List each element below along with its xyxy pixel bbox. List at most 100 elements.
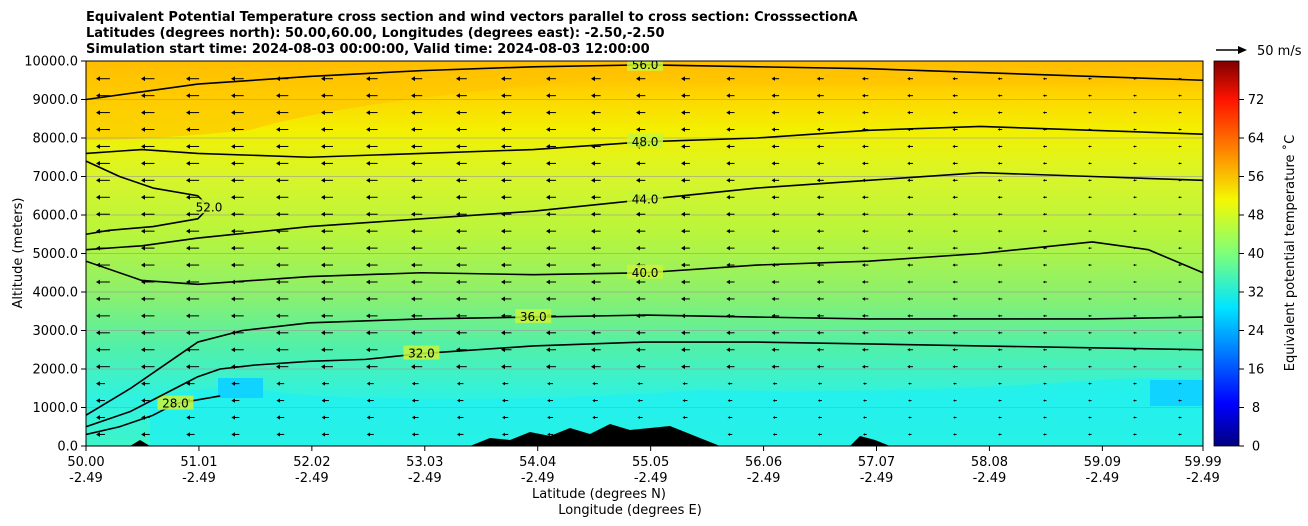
wind-vector-head — [1042, 297, 1045, 301]
wind-vector-head — [141, 194, 145, 200]
wind-vector-head — [1178, 145, 1180, 148]
wind-vector-head — [1133, 230, 1135, 233]
plot-area: 28.0 32.0 36.0 40.0 44.0 48.0 52.0 56.0 — [86, 61, 1203, 446]
wind-vector-head — [726, 228, 730, 234]
wind-vector-head — [231, 347, 235, 353]
wind-vector-head — [1178, 246, 1180, 250]
wind-vector-head — [907, 178, 910, 183]
y-tick-label: 4000.0 — [33, 286, 79, 301]
wind-vector-head — [591, 330, 595, 336]
wind-vector-head — [817, 433, 820, 436]
wind-vector-head — [682, 382, 685, 386]
wind-vector-head — [366, 245, 370, 251]
x-tick-latitude: 51.01 — [180, 455, 217, 470]
x-tick-latitude: 53.03 — [406, 455, 443, 470]
chart-title-line-1: Equivalent Potential Temperature cross s… — [86, 10, 858, 25]
wind-vector-head — [411, 144, 415, 149]
wind-vector-head — [861, 76, 865, 81]
wind-vector-head — [953, 433, 955, 436]
wind-vector-head — [681, 245, 685, 251]
wind-vector-head — [771, 76, 775, 81]
wind-vector-head — [141, 161, 145, 166]
wind-vector-head — [816, 330, 820, 335]
quiver-key-label: 50 m/s — [1257, 44, 1302, 59]
wind-vector-head — [998, 416, 1000, 419]
wind-vector-head — [997, 365, 1000, 369]
wind-vector-head — [1088, 94, 1090, 97]
wind-vector-head — [1133, 179, 1135, 182]
wind-vector-head — [952, 127, 955, 132]
colorbar-label: Equivalent potential temperature ˚C — [1282, 135, 1298, 371]
wind-vector-head — [727, 382, 730, 386]
wind-vector-head — [681, 76, 685, 82]
wind-vector-head — [321, 364, 325, 370]
wind-vector-head — [321, 415, 325, 420]
wind-vector-head — [1178, 128, 1180, 131]
wind-vector-head — [186, 296, 190, 302]
wind-vector-head — [861, 110, 865, 115]
wind-vector-head — [1042, 162, 1045, 165]
x-tick-longitude: -2.49 — [408, 471, 442, 486]
wind-vector-head — [321, 398, 325, 403]
wind-vector-head — [637, 415, 640, 420]
x-tick-latitude: 59.09 — [1084, 455, 1121, 470]
wind-vector-head — [276, 381, 280, 386]
wind-vector-head — [1133, 365, 1135, 368]
wind-vector-head — [411, 245, 415, 251]
x-tick-latitude: 56.06 — [745, 455, 782, 470]
wind-vector-head — [816, 313, 820, 318]
y-tick-label: 2000.0 — [33, 363, 79, 378]
wind-vector-head — [366, 415, 370, 420]
wind-vector-head — [1133, 314, 1135, 318]
y-tick-label: 7000.0 — [33, 170, 79, 185]
wind-vector-head — [997, 77, 1000, 81]
wind-vector-head — [141, 245, 145, 251]
contour-label: 28.0 — [162, 397, 189, 411]
wind-vector-head — [1042, 280, 1045, 284]
wind-vector-head — [186, 228, 190, 234]
wind-vector-head — [681, 228, 685, 234]
x-tick-latitude: 50.00 — [67, 455, 104, 470]
wind-vector-head — [591, 110, 595, 115]
wind-vector-head — [1043, 416, 1045, 419]
x-tick-longitude: -2.49 — [521, 471, 555, 486]
wind-vector-head — [908, 382, 910, 385]
wind-vector-head — [186, 262, 190, 268]
wind-vector-head — [1088, 297, 1090, 301]
wind-vector-head — [908, 433, 910, 436]
wind-vector-head — [1042, 212, 1045, 216]
wind-vector-head — [862, 382, 865, 385]
wind-vector-head — [1088, 179, 1090, 182]
wind-vector-head — [1178, 331, 1180, 334]
wind-vector-head — [231, 194, 235, 200]
wind-vector-head — [141, 296, 145, 302]
wind-vector-head — [681, 364, 685, 370]
wind-vector-head — [591, 161, 595, 166]
wind-vector-head — [366, 262, 370, 268]
wind-vector-head — [186, 194, 190, 200]
chart-title-line-3: Simulation start time: 2024-08-03 00:00:… — [86, 42, 650, 57]
wind-vector-head — [592, 415, 595, 420]
wind-vector-head — [816, 347, 820, 352]
wind-vector-head — [186, 110, 190, 115]
wind-vector-head — [771, 212, 775, 217]
wind-vector-head — [411, 381, 415, 386]
wind-vector-head — [771, 296, 775, 302]
wind-vector-head — [907, 144, 910, 149]
wind-vector-head — [546, 228, 550, 234]
contour-label: 52.0 — [196, 200, 223, 214]
wind-vector-head — [501, 228, 505, 234]
wind-vector-head — [1133, 213, 1135, 216]
wind-vector-head — [456, 245, 460, 251]
y-tick-label: 8000.0 — [33, 132, 79, 147]
wind-vector-head — [637, 399, 640, 403]
wind-vector-head — [411, 364, 415, 370]
wind-vector-head — [861, 280, 865, 284]
wind-vector-head — [1042, 145, 1045, 148]
wind-vector-head — [1088, 162, 1090, 165]
wind-vector-head — [1178, 297, 1180, 301]
wind-vector-head — [1088, 348, 1090, 351]
wind-vector-head — [952, 161, 955, 165]
wind-vector-head — [817, 416, 820, 419]
wind-vector-head — [1133, 162, 1135, 165]
